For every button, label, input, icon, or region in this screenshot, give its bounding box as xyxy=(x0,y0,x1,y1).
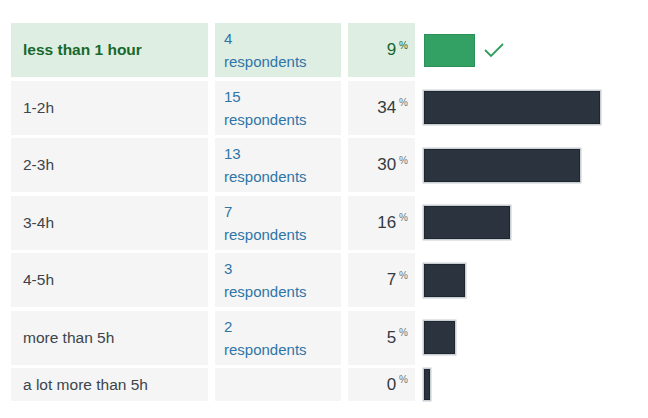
table-row: less than 1 hour 4 respondents 9 % xyxy=(11,23,600,77)
percent-cell: 7 % xyxy=(348,253,415,307)
answer-label-cell: 3-4h xyxy=(11,196,208,250)
respondents-link[interactable]: 4 respondents xyxy=(215,23,341,77)
percent-value: 0 xyxy=(387,375,396,395)
table-row: 4-5h 3 respondents 7 % xyxy=(11,253,600,307)
percent-cell: 9 % xyxy=(348,23,415,77)
respondent-count: 4 xyxy=(224,27,341,50)
respondents-word: respondents xyxy=(224,338,341,361)
respondent-count: 13 xyxy=(224,142,341,165)
answer-label-cell: a lot more than 5h xyxy=(11,368,208,401)
percent-cell: 34 % xyxy=(348,81,415,135)
result-bar xyxy=(424,91,600,124)
bar-area xyxy=(424,368,430,401)
percent-sign: % xyxy=(399,270,408,281)
percent-value: 30 xyxy=(377,155,396,175)
respondents-link[interactable]: 13 respondents xyxy=(215,138,341,192)
table-row: 2-3h 13 respondents 30 % xyxy=(11,138,600,192)
percent-value: 5 xyxy=(387,328,396,348)
survey-results: less than 1 hour 4 respondents 9 % 1-2h … xyxy=(0,0,648,418)
percent-sign: % xyxy=(399,374,408,385)
checkmark-icon xyxy=(483,42,505,58)
bar-area xyxy=(424,253,465,307)
respondents-word: respondents xyxy=(224,165,341,188)
result-bar xyxy=(424,149,580,182)
answer-label-cell: 4-5h xyxy=(11,253,208,307)
bar-area xyxy=(424,138,580,192)
table-row: a lot more than 5h 0 % xyxy=(11,368,600,401)
percent-value: 9 xyxy=(387,40,396,60)
respondent-count: 2 xyxy=(224,315,341,338)
result-bar xyxy=(424,34,475,67)
respondents-link[interactable] xyxy=(215,368,341,401)
result-bar xyxy=(424,321,455,354)
bar-area xyxy=(424,196,510,250)
percent-value: 16 xyxy=(377,213,396,233)
bar-area xyxy=(424,23,505,77)
results-table: less than 1 hour 4 respondents 9 % 1-2h … xyxy=(11,23,600,405)
answer-label: a lot more than 5h xyxy=(23,376,148,394)
answer-label: 1-2h xyxy=(23,99,54,117)
respondents-word: respondents xyxy=(224,108,341,131)
respondents-link[interactable]: 3 respondents xyxy=(215,253,341,307)
percent-sign: % xyxy=(399,155,408,166)
answer-label: 3-4h xyxy=(23,214,54,232)
table-row: more than 5h 2 respondents 5 % xyxy=(11,311,600,365)
answer-label: 2-3h xyxy=(23,156,54,174)
answer-label-cell: more than 5h xyxy=(11,311,208,365)
percent-sign: % xyxy=(399,40,408,51)
respondents-link[interactable]: 7 respondents xyxy=(215,196,341,250)
respondent-count: 3 xyxy=(224,257,341,280)
answer-label: 4-5h xyxy=(23,271,54,289)
answer-label: more than 5h xyxy=(23,329,114,347)
respondents-link[interactable]: 2 respondents xyxy=(215,311,341,365)
percent-value: 34 xyxy=(377,98,396,118)
bar-area xyxy=(424,311,455,365)
percent-sign: % xyxy=(399,97,408,108)
respondents-link[interactable]: 15 respondents xyxy=(215,81,341,135)
answer-label-cell: 1-2h xyxy=(11,81,208,135)
percent-cell: 16 % xyxy=(348,196,415,250)
percent-cell: 5 % xyxy=(348,311,415,365)
percent-sign: % xyxy=(399,212,408,223)
respondents-word: respondents xyxy=(224,280,341,303)
table-row: 3-4h 7 respondents 16 % xyxy=(11,196,600,250)
result-bar xyxy=(424,369,430,400)
respondent-count: 7 xyxy=(224,200,341,223)
percent-cell: 0 % xyxy=(348,368,415,401)
percent-sign: % xyxy=(399,327,408,338)
respondents-word: respondents xyxy=(224,50,341,73)
table-row: 1-2h 15 respondents 34 % xyxy=(11,81,600,135)
result-bar xyxy=(424,206,510,239)
respondent-count: 15 xyxy=(224,85,341,108)
answer-label-cell: less than 1 hour xyxy=(11,23,208,77)
answer-label: less than 1 hour xyxy=(23,41,142,59)
bar-area xyxy=(424,81,600,135)
result-bar xyxy=(424,264,465,297)
percent-cell: 30 % xyxy=(348,138,415,192)
percent-value: 7 xyxy=(387,270,396,290)
respondents-word: respondents xyxy=(224,223,341,246)
answer-label-cell: 2-3h xyxy=(11,138,208,192)
